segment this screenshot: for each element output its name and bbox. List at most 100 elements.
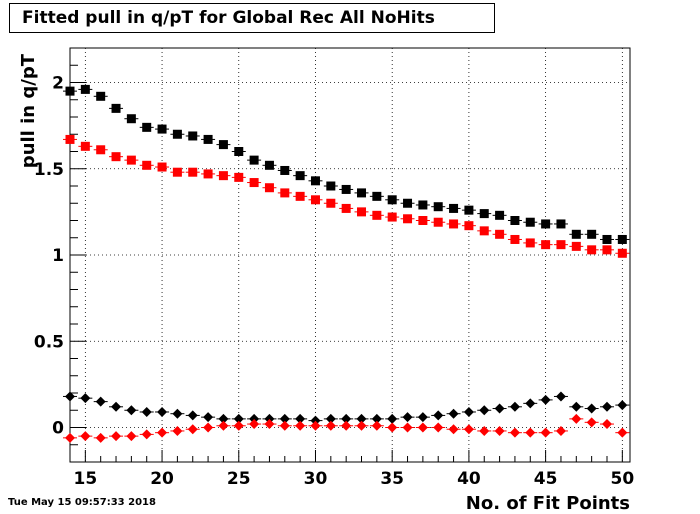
series-4	[63, 413, 630, 443]
data-point	[295, 413, 306, 424]
data-point	[187, 410, 198, 421]
data-point	[111, 401, 122, 412]
data-point	[264, 160, 274, 170]
data-point	[249, 155, 259, 165]
data-point	[433, 217, 443, 227]
data-point	[126, 405, 137, 416]
data-point	[218, 413, 229, 424]
data-point	[387, 413, 398, 424]
y-axis-title: pull in q/pT	[18, 53, 39, 168]
data-point	[249, 413, 260, 424]
data-point	[371, 420, 382, 431]
data-point	[96, 145, 106, 155]
data-point	[126, 155, 136, 165]
data-point	[95, 396, 106, 407]
data-series	[63, 84, 630, 443]
data-point	[371, 413, 382, 424]
data-point	[479, 209, 489, 219]
data-point	[357, 188, 367, 198]
data-point	[234, 147, 244, 156]
data-point	[203, 134, 213, 144]
series-3	[63, 391, 630, 426]
data-point	[264, 413, 275, 424]
data-point	[495, 210, 505, 220]
data-point	[341, 184, 351, 194]
data-point	[326, 198, 336, 208]
data-point	[602, 245, 612, 255]
data-point	[142, 160, 152, 170]
data-point	[372, 191, 382, 201]
data-point	[541, 219, 551, 229]
data-point	[540, 427, 551, 438]
data-point	[617, 248, 627, 258]
y-tick-label: 1	[52, 246, 64, 266]
data-point	[203, 412, 214, 423]
data-point	[525, 238, 535, 248]
data-point	[586, 417, 597, 428]
data-point	[495, 229, 505, 239]
data-point	[233, 413, 244, 424]
series-1	[63, 84, 630, 244]
data-point	[463, 424, 474, 435]
data-point	[172, 129, 182, 139]
data-point	[433, 202, 443, 212]
data-point	[218, 420, 229, 431]
data-point	[203, 169, 213, 179]
data-point	[325, 420, 336, 431]
data-point	[233, 420, 244, 431]
data-point	[402, 422, 413, 433]
data-point	[188, 131, 198, 141]
data-point	[357, 207, 367, 217]
x-tick-label: 15	[74, 469, 98, 489]
y-tick-label: 0	[52, 419, 64, 439]
data-point	[326, 181, 336, 191]
data-point	[509, 401, 520, 412]
data-point	[310, 176, 320, 186]
x-tick-label: 45	[534, 469, 558, 489]
x-tick-label: 35	[380, 469, 404, 489]
data-point	[295, 191, 305, 201]
data-point	[571, 229, 581, 239]
x-axis-title: No. of Fit Points	[466, 493, 630, 514]
data-point	[65, 432, 75, 443]
data-point	[479, 425, 490, 436]
data-point	[279, 420, 290, 431]
data-point	[479, 226, 489, 236]
data-point	[172, 425, 183, 436]
data-point	[418, 216, 428, 225]
data-point	[295, 420, 306, 431]
data-point	[510, 234, 520, 244]
data-point	[449, 203, 459, 213]
data-point	[387, 212, 397, 222]
data-point	[65, 86, 75, 96]
data-point	[555, 425, 566, 436]
data-point	[617, 234, 627, 244]
data-point	[142, 122, 152, 132]
data-point	[433, 410, 444, 421]
data-point	[602, 234, 612, 244]
data-point	[234, 172, 244, 182]
data-point	[356, 413, 367, 424]
data-point	[509, 427, 520, 438]
data-point	[571, 241, 581, 251]
data-point	[157, 427, 168, 438]
x-tick-label: 50	[610, 469, 634, 489]
data-point	[587, 245, 597, 255]
data-point	[187, 424, 198, 435]
data-point	[126, 431, 137, 442]
data-point	[571, 401, 582, 412]
data-point	[617, 400, 628, 411]
data-point	[479, 405, 490, 416]
series-2	[63, 134, 630, 258]
tick-labels: 15 20 25 30 35 40 45 50 0 0.5 1 1.5 2	[34, 74, 634, 490]
data-point	[141, 406, 152, 417]
data-point	[96, 91, 106, 101]
data-point	[541, 240, 551, 250]
data-point	[188, 167, 198, 177]
data-point	[464, 205, 474, 215]
data-point	[556, 240, 566, 250]
data-point	[280, 188, 290, 198]
data-point	[525, 427, 536, 438]
data-point	[80, 393, 91, 404]
